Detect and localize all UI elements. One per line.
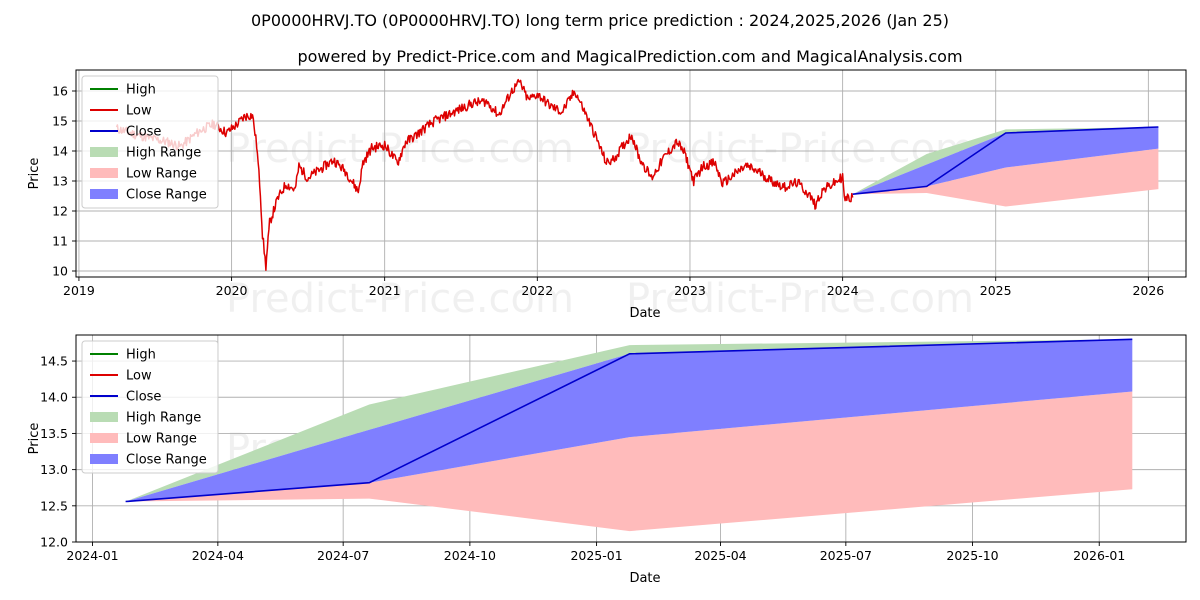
plot-area [125, 338, 1133, 532]
y-axis-label: Price [27, 158, 42, 190]
x-tick-label: 2025-10 [946, 548, 998, 563]
x-tick-label: 2025-07 [820, 548, 872, 563]
legend-entry-label: Low [126, 104, 152, 119]
y-tick-label: 13.0 [40, 462, 68, 477]
y-tick-label: 10 [52, 264, 68, 279]
x-axis-label: Date [629, 571, 660, 586]
x-tick-label: 2024-10 [444, 548, 496, 563]
x-tick-label: 2024-01 [66, 548, 118, 563]
legend-entry-label: Close [126, 390, 161, 405]
watermark-text: Predict-Price.com [226, 276, 574, 322]
legend-entry-label: Low [126, 369, 152, 384]
legend-entry-label: High [126, 348, 156, 363]
chart-title: 0P0000HRVJ.TO (0P0000HRVJ.TO) long term … [251, 11, 949, 30]
close-forecast-line [852, 126, 1159, 195]
watermark-text: Predict-Price.com [226, 126, 574, 172]
y-tick-label: 13.5 [40, 426, 68, 441]
y-tick-label: 16 [52, 84, 68, 99]
watermark-text: Predict-Price.com [626, 276, 974, 322]
legend-entry-label: Close [126, 125, 161, 140]
x-axis-label: Date [629, 306, 660, 321]
y-tick-label: 15 [52, 114, 68, 129]
x-tick-label: 2020 [216, 283, 248, 298]
legend-entry-label: Close Range [126, 188, 207, 203]
close-range-area [852, 127, 1159, 195]
y-tick-label: 14 [52, 144, 68, 159]
x-tick-label: 2021 [369, 283, 401, 298]
y-tick-label: 12 [52, 204, 68, 219]
x-tick-label: 2024-04 [192, 548, 244, 563]
low-range-area [852, 148, 1159, 207]
y-tick-label: 14.0 [40, 390, 68, 405]
x-tick-label: 2019 [63, 283, 95, 298]
close-forecast-line [125, 338, 1133, 503]
x-tick-label: 2024-07 [317, 548, 369, 563]
y-tick-label: 14.5 [40, 354, 68, 369]
low-range-area [125, 391, 1133, 532]
y-tick-label: 11 [52, 234, 68, 249]
y-tick-label: 12.5 [40, 498, 68, 513]
x-tick-label: 2025 [980, 283, 1012, 298]
legend-entry-label: High Range [126, 411, 201, 426]
chart-subtitle: powered by Predict-Price.com and Magical… [297, 47, 962, 66]
x-tick-label: 2024 [827, 283, 859, 298]
legend-entry-label: Low Range [126, 167, 197, 182]
x-tick-label: 2025-01 [570, 548, 622, 563]
legend-swatch-patch [90, 433, 118, 443]
close-range-area [125, 339, 1133, 502]
x-tick-label: 2025-04 [694, 548, 746, 563]
legend-swatch-patch [90, 412, 118, 422]
legend-swatch-patch [90, 189, 118, 199]
legend: High Low Close High Range Low Range Close Ran… [81, 75, 219, 209]
x-tick-label: 2026-01 [1073, 548, 1125, 563]
axes-frame [75, 69, 1187, 278]
x-tick-label: 2026 [1132, 283, 1164, 298]
legend-swatch-patch [90, 147, 118, 157]
x-tick-label: 2023 [674, 283, 706, 298]
legend-swatch-patch [90, 454, 118, 464]
y-tick-label: 13 [52, 174, 68, 189]
low-price-history-line [115, 78, 854, 271]
y-axis-label: Price [27, 423, 42, 455]
legend-entry-label: Close Range [126, 453, 207, 468]
y-tick-label: 12.0 [40, 535, 68, 550]
legend-swatch-patch [90, 168, 118, 178]
axes-frame [75, 334, 1187, 543]
legend-entry-label: High [126, 83, 156, 98]
legend-entry-label: Low Range [126, 432, 197, 447]
legend: High Low Close High Range Low Range Close Ran… [81, 340, 219, 474]
x-tick-label: 2022 [521, 283, 553, 298]
bottom-panel-forecast-zoom: Predict-Price.comPredict-Price.com2024-0… [27, 334, 1187, 586]
top-panel-history-and-forecast: Predict-Price.com Predict-Price.com Predic… [27, 69, 1187, 322]
legend-entry-label: High Range [126, 146, 201, 161]
plot-area [115, 78, 1159, 271]
